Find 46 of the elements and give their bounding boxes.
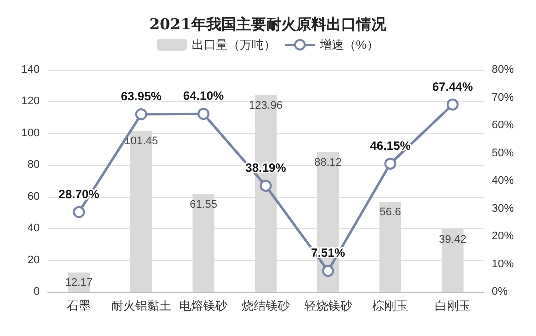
y2-tick-label: 80% (492, 64, 514, 76)
data-label: 63.95% (121, 90, 162, 104)
y-tick-label: 40 (28, 222, 40, 235)
y-tick-label: 20 (28, 254, 40, 266)
y2-tick-label: 0% (492, 286, 508, 298)
y-tick-label: 100 (22, 127, 40, 140)
x-tick-label: 石墨 (67, 299, 92, 313)
x-tick-label: 白刚玉 (434, 299, 471, 313)
data-label: 12.17 (65, 277, 93, 290)
y-tick-label: 140 (22, 64, 40, 76)
x-tick-label: 棕刚玉 (372, 299, 409, 313)
point (384, 158, 397, 170)
y-tick-label: 60 (28, 190, 40, 203)
data-label: 61.55 (190, 198, 218, 211)
x-tick-label: 耐火铝黏土 (111, 299, 172, 313)
y2-tick-label: 10% (492, 258, 514, 270)
chart-title: 2021年我国主要耐火原料出口情况 (150, 16, 388, 34)
y-tick-label: 0 (34, 286, 40, 298)
x-tick-label: 烧结镁砂 (242, 299, 290, 313)
data-label: 88.12 (314, 156, 342, 169)
y2-tick-label: 40% (492, 175, 514, 187)
point (198, 108, 210, 120)
point (446, 98, 459, 111)
legend-label: 增速（%） (319, 38, 379, 52)
data-label: 38.19% (246, 161, 287, 176)
data-label: 64.10% (183, 89, 224, 104)
y2-tick-label: 20% (492, 230, 514, 242)
data-label: 101.45 (124, 136, 158, 148)
point (73, 206, 86, 218)
y2-tick-label: 50% (492, 147, 514, 160)
point (135, 108, 148, 121)
x-tick-label: 轻烧镁砂 (304, 299, 352, 313)
y-tick-label: 80 (28, 159, 40, 172)
legend-label: 出口量（万吨） (192, 38, 276, 52)
data-label: 7.51% (311, 246, 346, 260)
y-tick-label: 120 (22, 96, 40, 108)
point (322, 265, 334, 278)
x-tick-label: 电熔镁砂 (180, 299, 228, 313)
y2-tick-label: 60% (492, 120, 514, 132)
y2-tick-label: 30% (492, 202, 514, 215)
data-label: 67.44% (432, 80, 474, 94)
data-label: 123.96 (249, 100, 283, 112)
y2-tick-label: 70% (492, 92, 514, 104)
data-label: 56.6 (380, 206, 402, 219)
point (260, 180, 272, 192)
data-label: 39.42 (439, 234, 467, 246)
